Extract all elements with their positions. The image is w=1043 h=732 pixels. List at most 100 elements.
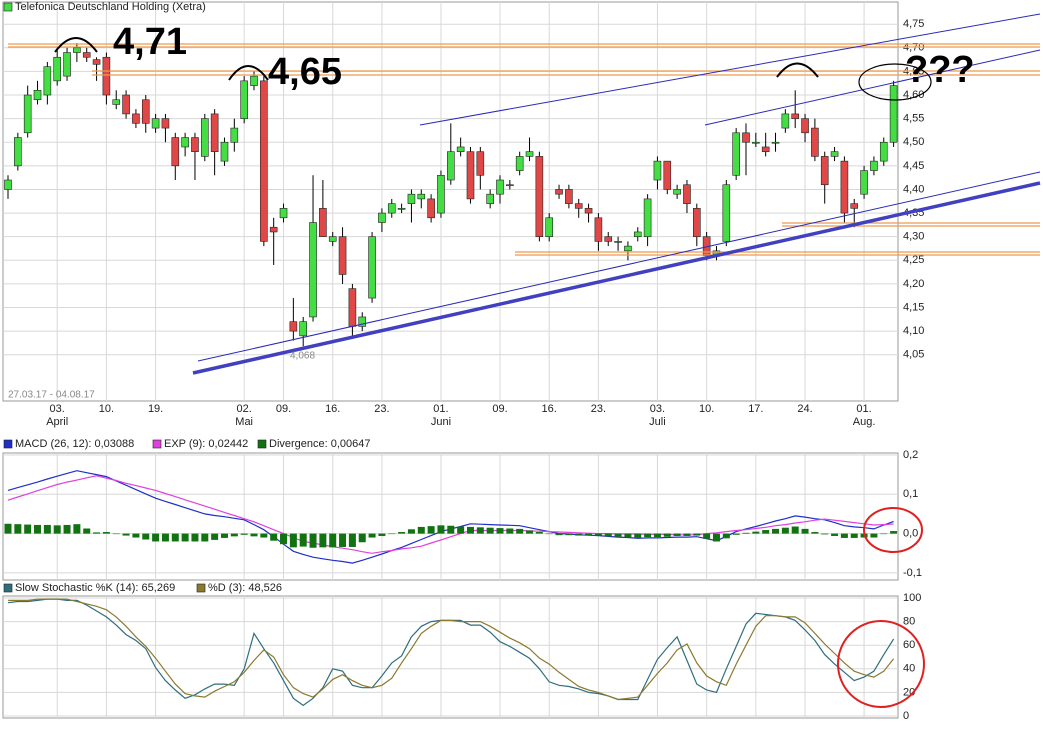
x-tick-label: 23. [374,403,389,415]
histogram-bar [348,533,356,547]
candle-body [506,184,514,187]
histogram-bar [486,527,494,534]
x-tick-label: 03. [650,403,665,415]
x-tick-label: 02. [237,403,252,415]
histogram-bar [93,532,101,534]
candle-body [368,236,376,299]
candle-body [692,208,701,237]
legend-swatch [3,583,13,593]
histogram-bar [712,533,720,542]
histogram-bar [309,533,317,548]
candle-body [673,189,681,195]
histogram-bar [230,533,238,537]
candle-body [151,118,160,129]
histogram-bar [319,533,327,548]
candle-body [633,231,642,237]
y-tick-label: 0 [903,710,909,722]
y-tick-label: 20 [903,686,915,698]
histogram-bar [171,533,179,542]
candle-body [437,174,445,214]
candle-body [14,137,22,167]
trend-line [192,181,1041,375]
x-tick-label: 17. [748,403,763,415]
candle-body [92,59,101,65]
peak-arc [54,37,98,53]
candle-body [132,113,140,124]
month-label: Aug. [853,416,876,428]
histogram-bar [152,533,160,542]
legend-swatch [196,583,206,593]
histogram-bar [447,525,455,534]
peak-arc [776,62,819,78]
trend-line [704,49,1041,126]
histogram-bar [289,533,297,548]
histogram-bar [280,533,288,545]
histogram-bar [732,533,740,535]
histogram-bar [673,533,681,536]
candle-body [771,141,780,144]
annotation: 4,65 [268,51,342,93]
legend-label: Slow Stochastic %K (14): 65,269 [15,582,175,594]
y-tick-label: 100 [903,592,921,604]
y-tick-label: 4,15 [903,301,924,313]
candle-body [889,85,898,143]
low-annotation: 4,068 [290,351,315,362]
histogram-bar [191,533,199,542]
candle-body [791,113,800,119]
candle-body [73,47,81,53]
date-range: 27.03.17 - 04.08.17 [8,390,95,401]
histogram-bar [663,533,671,537]
candle-body [260,80,268,242]
histogram-bar [407,529,415,534]
candle-body [348,288,357,327]
histogram-bar [821,533,829,535]
y-tick-label: 4,10 [903,325,924,337]
histogram-bar [575,533,583,536]
candle-body [397,208,406,210]
histogram-bar [781,527,789,534]
histogram-bar [466,526,474,534]
histogram-bar [260,533,268,538]
histogram-bar [388,533,396,535]
candle-body [742,132,750,143]
candle-body [870,160,878,171]
candle-body [525,151,534,157]
candle-body [643,198,652,237]
y-tick-label: 4,70 [903,42,924,54]
candle-body [476,151,485,176]
candle-body [811,127,819,157]
histogram-bar [791,526,799,534]
x-tick-label: 01. [433,403,448,415]
drawn-overlays: 4,71 4,65 ??? 4,068 27.03.17 - 04.08.17 [8,13,1041,708]
histogram-bar [850,533,858,538]
x-tick-label: 23. [591,403,606,415]
histogram-bar [378,533,386,536]
candle-body [250,75,258,86]
histogram-bar [102,532,110,534]
x-tick-label: 24. [797,403,812,415]
candle-body [191,137,199,152]
candle-body [112,99,121,105]
candle-body [574,203,583,209]
highlight-ellipse [858,63,932,101]
histogram-bar [614,533,622,537]
peak-arc [228,65,269,81]
highlight-circle [837,620,925,708]
candle-body [269,226,278,233]
x-tick-label: 16. [325,403,340,415]
candle-body [171,137,180,167]
y-tick-label: 4,60 [903,89,924,101]
legend-swatch [3,439,13,449]
histogram-bar [801,528,809,534]
histogram-bar [653,533,661,538]
x-tick-label: 10. [99,403,114,415]
histogram-bar [398,532,406,534]
candle-body [456,146,465,152]
histogram-bar [329,533,337,548]
legend-swatch [257,439,267,449]
candle-body [781,113,790,129]
histogram-bar [339,533,347,547]
candle-body [53,56,62,82]
candle-body [141,99,150,124]
